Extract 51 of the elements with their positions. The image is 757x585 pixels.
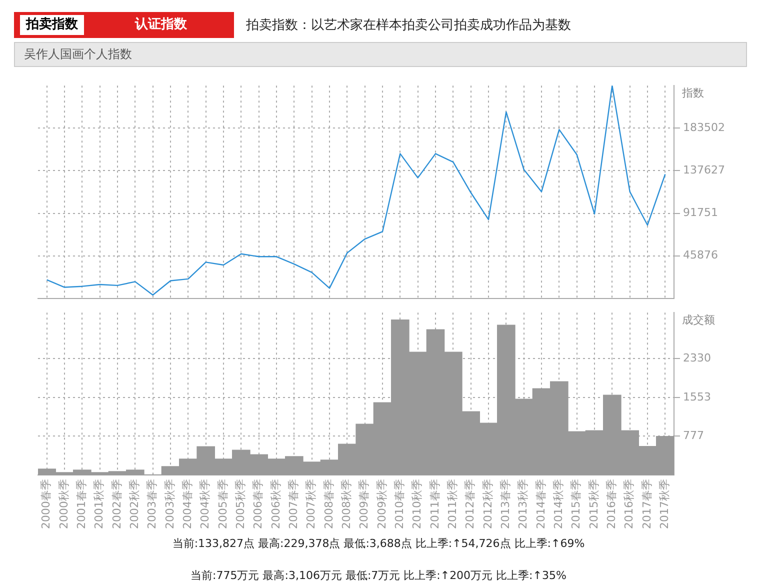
x-tick-label: 2015春季 — [570, 479, 583, 530]
x-tick-label: 2011春季 — [428, 479, 442, 530]
x-tick-label: 2001春季 — [75, 479, 88, 530]
text: 当前:133,827点 最高:229,378点 最低:3,688点 比上季:↑54,726点 比上季:↑69% — [171, 536, 586, 551]
x-tick-label: 2006春季 — [252, 479, 265, 530]
x-tick-label: 2010秋季 — [410, 479, 424, 530]
x-tick-label: 2002秋季 — [128, 479, 142, 530]
x-tick-label: 2000春季 — [40, 479, 53, 530]
x-tick-label: 2000秋季 — [57, 479, 70, 530]
x-tick-label: 2008春季 — [322, 479, 336, 530]
y-tick-label: 2330 — [683, 351, 711, 364]
x-tick-label: 2012春季 — [464, 479, 477, 530]
text: 拍卖指数 — [20, 15, 84, 35]
x-tick-label: 2012秋季 — [481, 479, 494, 530]
x-tick-label: 2016秋季 — [622, 479, 636, 530]
x-tick-label: 2015秋季 — [587, 479, 600, 530]
x-tick-label: 2010春季 — [393, 479, 406, 530]
x-tick-label: 2001秋季 — [92, 479, 106, 530]
y-axis-title: 指数 — [681, 86, 704, 100]
x-tick-label: 2017秋季 — [658, 479, 672, 530]
x-tick-label: 2017春季 — [640, 479, 654, 530]
x-tick-label: 2014秋季 — [552, 479, 566, 530]
y-tick-label: 45876 — [683, 248, 718, 262]
y-tick-label: 91751 — [683, 206, 718, 220]
x-tick-label: 2005秋季 — [234, 479, 248, 530]
x-tick-label: 2008秋季 — [340, 479, 354, 530]
x-tick-label: 2011秋季 — [446, 479, 460, 530]
x-tick-label: 2004春季 — [181, 479, 194, 530]
x-tick-label: 2009春季 — [358, 479, 371, 530]
x-tick-label: 2003春季 — [146, 479, 159, 530]
y-tick-label: 777 — [683, 429, 704, 442]
x-tick-label: 2013秋季 — [516, 479, 530, 530]
y-tick-label: 137627 — [683, 164, 725, 177]
y-tick-label: 1553 — [683, 390, 711, 404]
text: 认证指数 — [134, 16, 188, 34]
text: 拍卖指数：以艺术家在样本拍卖公司拍卖成功作品为基数 — [246, 17, 571, 34]
x-tick-label: 2014春季 — [534, 479, 548, 530]
x-tick-label: 2002春季 — [110, 479, 124, 530]
x-tick-label: 2003秋季 — [163, 479, 176, 530]
y-axis-title: 成交额 — [682, 313, 715, 326]
x-tick-label: 2009秋季 — [375, 479, 388, 530]
chart-title: 吴作人国画个人指数 — [24, 46, 132, 63]
x-tick-label: 2004秋季 — [198, 479, 212, 530]
x-tick-label: 2007秋季 — [304, 479, 318, 530]
x-tick-label: 2006秋季 — [269, 479, 282, 530]
x-tick-label: 2005春季 — [216, 479, 230, 530]
x-tick-label: 2007春季 — [287, 479, 300, 530]
y-tick-label: 183502 — [683, 121, 725, 134]
x-tick-label: 2013春季 — [499, 479, 512, 530]
text: 当前:775万元 最高:3,106万元 最低:7万元 比上季:↑200万元 比上季:↑35% — [190, 568, 568, 583]
x-tick-label: 2016春季 — [605, 479, 618, 530]
